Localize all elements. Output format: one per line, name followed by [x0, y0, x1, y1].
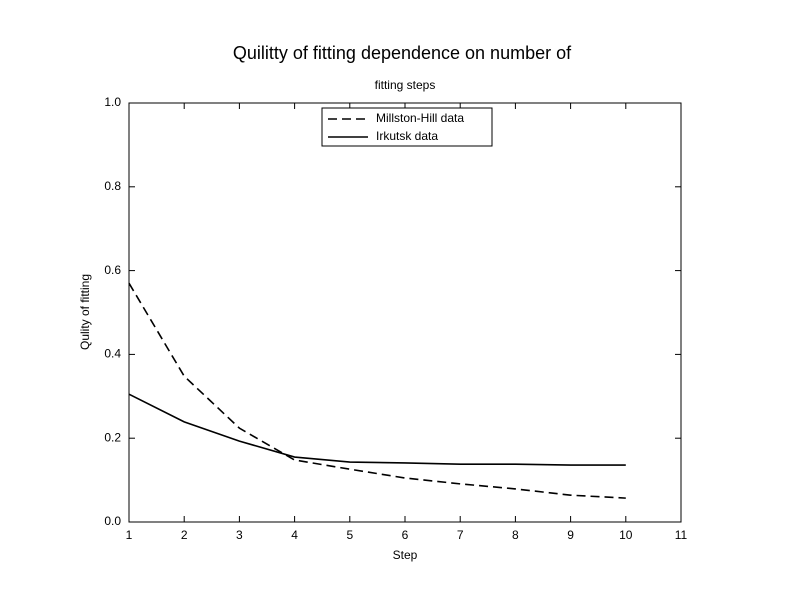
legend-label: Irkutsk data: [376, 129, 438, 143]
x-tick-label: 6: [402, 528, 409, 542]
x-tick-label: 11: [675, 528, 688, 542]
y-tick-label: 0.2: [104, 430, 121, 444]
y-tick-label: 0.4: [104, 347, 121, 361]
y-tick-label: 0.0: [104, 514, 121, 528]
data-line: [128, 282, 626, 499]
y-tick-label: 0.6: [104, 263, 121, 277]
x-tick-label: 8: [512, 528, 519, 542]
x-tick-label: 9: [567, 528, 574, 542]
y-axis-label: Qulity of fitting: [78, 274, 92, 350]
x-tick-label: 2: [181, 528, 188, 542]
x-tick-label: 10: [619, 528, 633, 542]
y-tick-label: 1.0: [104, 95, 121, 109]
x-tick-label: 5: [346, 528, 353, 542]
legend-label: Millston-Hill data: [376, 111, 464, 125]
x-tick-label: 7: [457, 528, 464, 542]
x-tick-label: 1: [126, 528, 133, 542]
data-line: [128, 393, 626, 466]
chart-title: Quilitty of fitting dependence on number…: [233, 43, 572, 63]
x-axis-label: Step: [393, 548, 418, 562]
x-tick-label: 3: [236, 528, 243, 542]
chart-subtitle: fitting steps: [375, 78, 436, 92]
y-tick-label: 0.8: [104, 179, 121, 193]
legend-box: [321, 107, 493, 147]
x-tick-label: 4: [291, 528, 298, 542]
